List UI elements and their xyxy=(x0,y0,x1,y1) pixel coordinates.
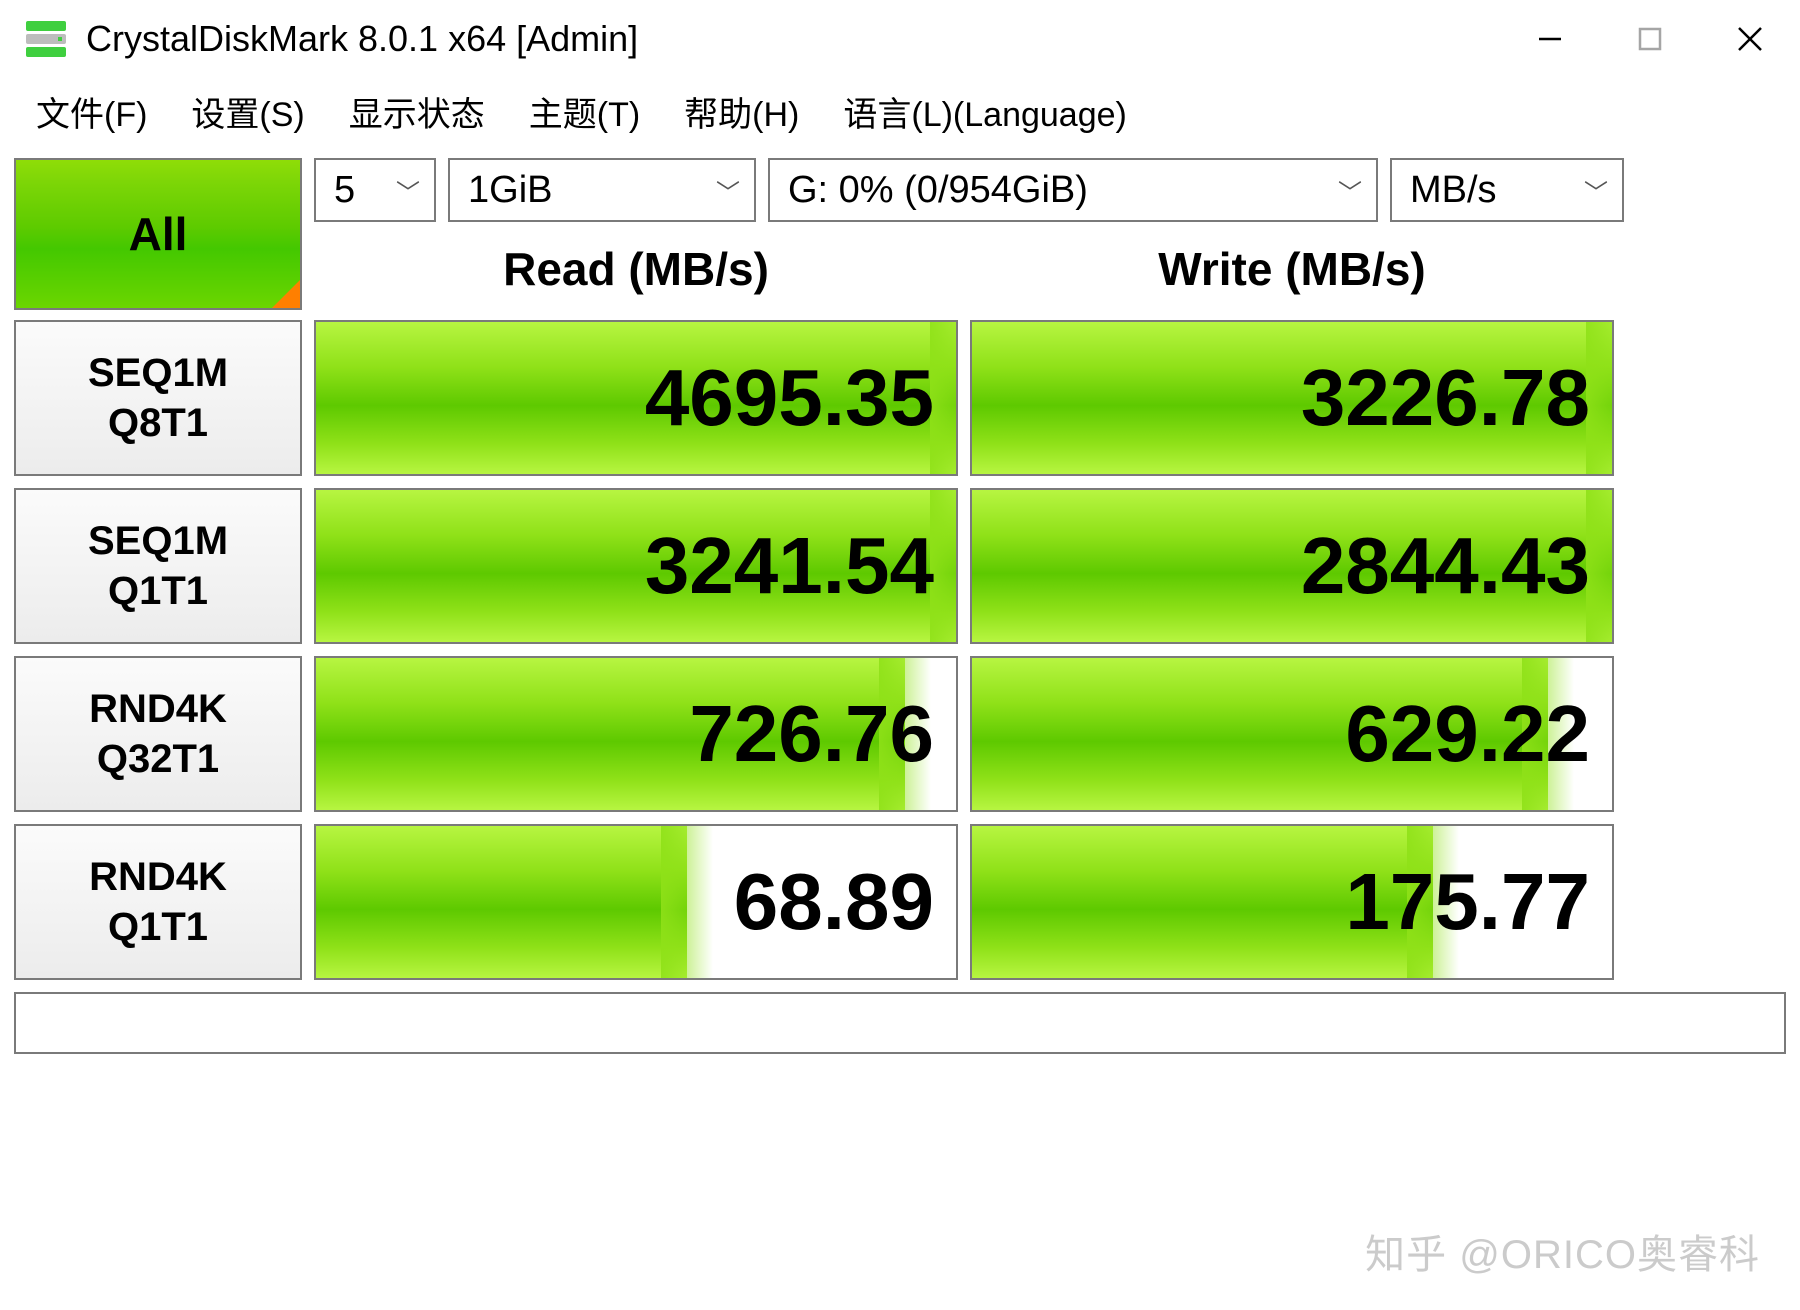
test-button-rnd4k-q32t1[interactable]: RND4K Q32T1 xyxy=(14,656,302,812)
chevron-down-icon: ﹀ xyxy=(396,173,420,208)
chevron-down-icon: ﹀ xyxy=(1584,173,1608,208)
maximize-button[interactable] xyxy=(1600,0,1700,78)
read-header: Read (MB/s) xyxy=(314,230,958,296)
write-value-cell: 629.22 xyxy=(970,656,1614,812)
read-value-cell: 68.89 xyxy=(314,824,958,980)
app-icon xyxy=(24,17,68,61)
write-value-cell: 3226.78 xyxy=(970,320,1614,476)
menubar: 文件(F) 设置(S) 显示状态 主题(T) 帮助(H) 语言(L)(Langu… xyxy=(0,78,1800,144)
test-label-line1: RND4K xyxy=(89,684,227,734)
titlebar: CrystalDiskMark 8.0.1 x64 [Admin] xyxy=(0,0,1800,78)
unit-value: MB/s xyxy=(1410,169,1497,212)
read-value-cell: 4695.35 xyxy=(314,320,958,476)
result-row: RND4K Q1T1 68.89 175.77 xyxy=(14,824,1786,980)
test-button-rnd4k-q1t1[interactable]: RND4K Q1T1 xyxy=(14,824,302,980)
read-bar xyxy=(316,826,687,978)
result-row: SEQ1M Q1T1 3241.54 2844.43 xyxy=(14,488,1786,644)
test-button-seq1m-q1t1[interactable]: SEQ1M Q1T1 xyxy=(14,488,302,644)
result-row: RND4K Q32T1 726.76 629.22 xyxy=(14,656,1786,812)
test-size-select[interactable]: 1GiB ﹀ xyxy=(448,158,756,222)
menu-settings[interactable]: 设置(S) xyxy=(169,81,326,142)
close-button[interactable] xyxy=(1700,0,1800,78)
run-all-button[interactable]: All xyxy=(14,158,302,310)
test-label-line1: SEQ1M xyxy=(88,516,228,566)
run-all-label: All xyxy=(129,207,188,261)
write-header: Write (MB/s) xyxy=(970,230,1614,296)
run-count-select[interactable]: 5 ﹀ xyxy=(314,158,436,222)
write-value: 629.22 xyxy=(1345,688,1590,780)
test-label-line2: Q1T1 xyxy=(108,902,208,952)
test-label-line2: Q32T1 xyxy=(97,734,219,784)
write-value-cell: 2844.43 xyxy=(970,488,1614,644)
chevron-down-icon: ﹀ xyxy=(716,173,740,208)
status-bar xyxy=(14,992,1786,1054)
menu-language[interactable]: 语言(L)(Language) xyxy=(821,81,1148,142)
write-value: 3226.78 xyxy=(1301,352,1590,444)
read-value: 3241.54 xyxy=(645,520,934,612)
menu-file[interactable]: 文件(F) xyxy=(14,81,169,142)
drive-select[interactable]: G: 0% (0/954GiB) ﹀ xyxy=(768,158,1378,222)
test-size-value: 1GiB xyxy=(468,169,552,212)
menu-theme[interactable]: 主题(T) xyxy=(507,81,662,142)
read-value-cell: 726.76 xyxy=(314,656,958,812)
result-row: SEQ1M Q8T1 4695.35 3226.78 xyxy=(14,320,1786,476)
read-value-cell: 3241.54 xyxy=(314,488,958,644)
test-button-seq1m-q8t1[interactable]: SEQ1M Q8T1 xyxy=(14,320,302,476)
results-table: SEQ1M Q8T1 4695.35 3226.78 SEQ1M Q1T1 xyxy=(14,320,1786,980)
chevron-down-icon: ﹀ xyxy=(1338,173,1362,208)
test-label-line1: SEQ1M xyxy=(88,348,228,398)
read-value: 4695.35 xyxy=(645,352,934,444)
window-title: CrystalDiskMark 8.0.1 x64 [Admin] xyxy=(86,18,1500,60)
main-panel: All 5 ﹀ 1GiB ﹀ G: 0% (0/954GiB) ﹀ xyxy=(0,144,1800,1310)
window-controls xyxy=(1500,0,1800,78)
menu-status[interactable]: 显示状态 xyxy=(327,81,507,142)
unit-select[interactable]: MB/s ﹀ xyxy=(1390,158,1624,222)
test-label-line2: Q1T1 xyxy=(108,566,208,616)
menu-help[interactable]: 帮助(H) xyxy=(662,81,821,142)
test-label-line1: RND4K xyxy=(89,852,227,902)
run-count-value: 5 xyxy=(334,169,355,212)
write-value: 175.77 xyxy=(1345,856,1590,948)
read-value: 726.76 xyxy=(689,688,934,780)
drive-value: G: 0% (0/954GiB) xyxy=(788,169,1088,212)
minimize-button[interactable] xyxy=(1500,0,1600,78)
app-window: CrystalDiskMark 8.0.1 x64 [Admin] 文件(F) … xyxy=(0,0,1800,1310)
test-label-line2: Q8T1 xyxy=(108,398,208,448)
write-value: 2844.43 xyxy=(1301,520,1590,612)
read-value: 68.89 xyxy=(734,856,934,948)
write-value-cell: 175.77 xyxy=(970,824,1614,980)
